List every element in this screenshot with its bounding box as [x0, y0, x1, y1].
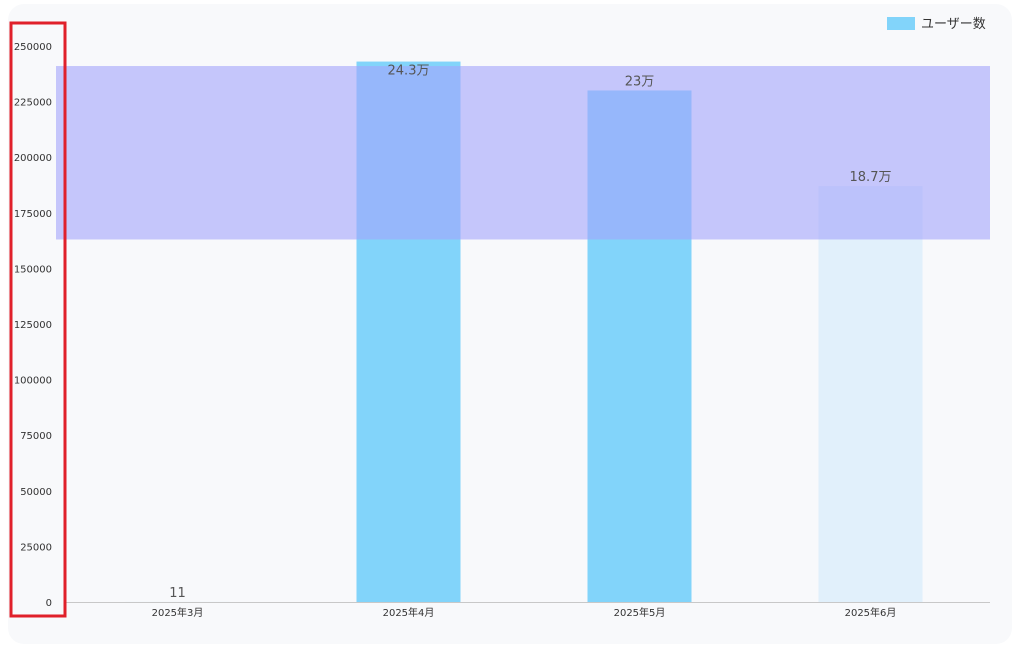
y-axis-highlight-box	[9, 21, 67, 618]
data-label: 24.3万	[388, 64, 430, 79]
highlight-band	[56, 66, 990, 240]
y-tick-label: 50000	[20, 487, 52, 498]
data-label: 18.7万	[850, 170, 892, 185]
bar-4	[818, 186, 923, 602]
y-tick-label: 225000	[14, 98, 52, 109]
y-tick-label: 100000	[14, 376, 52, 387]
legend-swatch	[887, 17, 915, 30]
x-category-label: 2025年4月	[383, 606, 435, 619]
y-tick-label: 250000	[14, 42, 52, 53]
y-tick-label: 150000	[14, 264, 52, 275]
data-label: 23万	[625, 74, 655, 89]
y-tick-label: 125000	[14, 320, 52, 331]
y-tick-label: 200000	[14, 153, 52, 164]
x-category-label: 2025年5月	[614, 606, 666, 619]
x-category-label: 2025年6月	[845, 606, 897, 619]
y-tick-label: 75000	[20, 431, 52, 442]
y-tick-label: 25000	[20, 542, 52, 553]
x-category-label: 2025年3月	[152, 606, 204, 619]
legend-label: ユーザー数	[921, 17, 986, 32]
legend[interactable]: ユーザー数	[887, 17, 986, 32]
data-label: 11	[169, 586, 186, 601]
y-tick-label: 175000	[14, 209, 52, 220]
y-tick-label: 0	[46, 598, 52, 609]
